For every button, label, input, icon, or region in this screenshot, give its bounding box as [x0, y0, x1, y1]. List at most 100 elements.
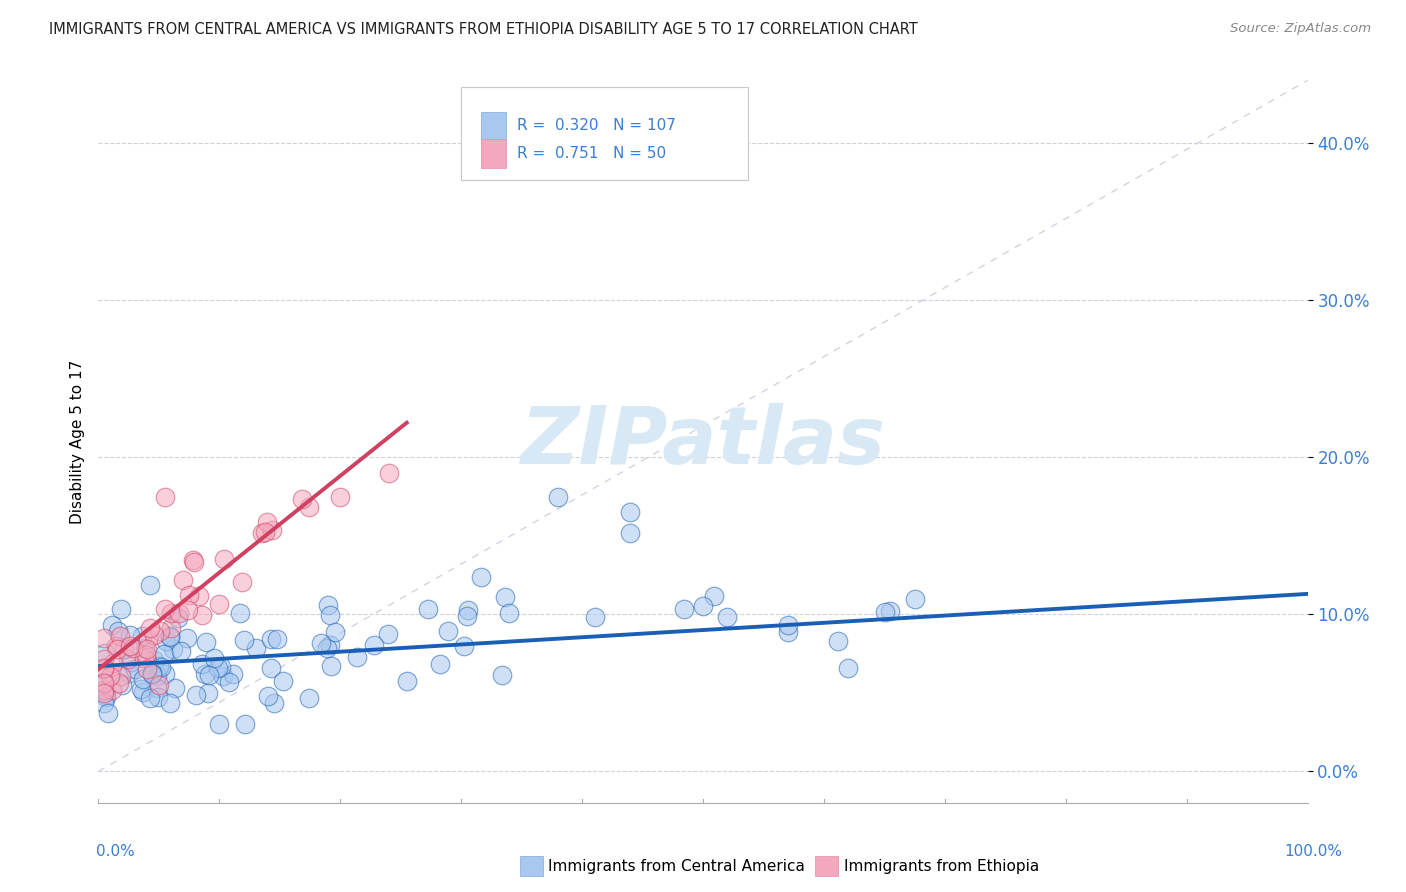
Point [498, 606, 520, 620]
Point [143, 652, 166, 666]
Point [211, 669, 233, 683]
Point [250, 525, 273, 540]
Point [619, 525, 641, 540]
Point [837, 661, 859, 675]
Point [195, 635, 218, 649]
Text: IMMIGRANTS FROM CENTRAL AMERICA VS IMMIGRANTS FROM ETHIOPIA DISABILITY AGE 5 TO : IMMIGRANTS FROM CENTRAL AMERICA VS IMMIG… [49, 22, 918, 37]
Point [273, 673, 295, 688]
Point [221, 667, 243, 681]
Point [124, 662, 146, 676]
Point [346, 649, 368, 664]
Point [93, 662, 115, 676]
Point [139, 621, 162, 635]
Point [323, 624, 346, 639]
Point [159, 696, 181, 710]
Point [395, 673, 418, 688]
Point [101, 618, 124, 632]
Point [436, 624, 458, 638]
Point [160, 621, 183, 635]
Point [879, 604, 901, 618]
Text: R =  0.320   N = 107: R = 0.320 N = 107 [517, 119, 676, 133]
Point [155, 634, 177, 648]
Point [176, 631, 198, 645]
Point [118, 639, 141, 653]
Point [181, 553, 204, 567]
Point [169, 607, 191, 621]
Point [266, 632, 288, 646]
Point [315, 641, 337, 656]
Point [904, 591, 927, 606]
Point [134, 641, 156, 656]
Point [209, 659, 232, 673]
Point [547, 490, 569, 504]
Point [141, 666, 163, 681]
Point [139, 578, 162, 592]
Point [319, 638, 342, 652]
Point [377, 627, 399, 641]
Point [703, 590, 725, 604]
Point [470, 570, 492, 584]
Point [101, 657, 124, 671]
Point [197, 667, 219, 681]
Point [233, 632, 256, 647]
Point [183, 555, 205, 569]
Point [100, 682, 122, 697]
Point [583, 609, 606, 624]
Point [152, 647, 174, 661]
Point [329, 490, 352, 504]
Point [692, 599, 714, 614]
Point [363, 638, 385, 652]
Point [377, 466, 399, 480]
Point [159, 629, 181, 643]
Point [262, 523, 284, 537]
Point [153, 601, 176, 615]
Point [117, 652, 139, 666]
Point [716, 610, 738, 624]
Point [311, 636, 333, 650]
Point [190, 608, 212, 623]
Point [93, 631, 115, 645]
Text: 100.0%: 100.0% [1285, 844, 1343, 859]
Point [159, 630, 181, 644]
Point [233, 716, 256, 731]
Point [456, 609, 478, 624]
Point [319, 607, 342, 622]
Point [191, 657, 214, 672]
Point [111, 678, 134, 692]
Point [135, 641, 157, 656]
Text: Immigrants from Ethiopia: Immigrants from Ethiopia [844, 859, 1039, 873]
Point [141, 665, 163, 680]
Point [97, 706, 120, 720]
Point [118, 665, 141, 680]
Point [256, 515, 278, 529]
Point [110, 669, 132, 683]
Point [148, 659, 170, 673]
Point [172, 574, 194, 588]
Y-axis label: Disability Age 5 to 17: Disability Age 5 to 17 [69, 359, 84, 524]
Point [231, 574, 253, 589]
Point [136, 632, 159, 646]
Point [129, 682, 152, 697]
Point [827, 633, 849, 648]
Point [94, 689, 117, 703]
Point [155, 666, 177, 681]
Point [873, 605, 896, 619]
Point [491, 668, 513, 682]
Point [187, 589, 209, 603]
Point [153, 490, 176, 504]
Point [218, 674, 240, 689]
Point [169, 644, 191, 658]
Point [257, 689, 280, 703]
Point [457, 603, 479, 617]
Point [145, 681, 167, 695]
Point [184, 688, 207, 702]
Point [110, 602, 132, 616]
Point [245, 640, 267, 655]
Point [108, 630, 131, 644]
Point [93, 686, 115, 700]
Point [197, 685, 219, 699]
Text: Source: ZipAtlas.com: Source: ZipAtlas.com [1230, 22, 1371, 36]
Point [148, 678, 170, 692]
Point [98, 669, 121, 683]
Point [207, 661, 229, 675]
